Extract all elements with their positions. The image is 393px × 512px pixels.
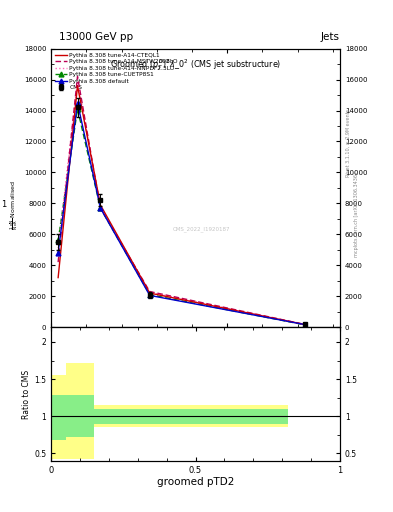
- Pythia 8.308 tune-A14-MSTW2008LO: [56, 259, 61, 265]
- Line: Pythia 8.308 tune-A14-MSTW2008LO: Pythia 8.308 tune-A14-MSTW2008LO: [58, 76, 305, 325]
- Pythia 8.308 default: [56, 250, 61, 256]
- Pythia 8.308 tune-CUETP8S1: [302, 322, 307, 328]
- Pythia 8.308 tune-CUETP8S1: [98, 205, 103, 211]
- Text: $\mathrm{\frac{1}{N}\frac{dN}{d\lambda}}$ Normalised: $\mathrm{\frac{1}{N}\frac{dN}{d\lambda}}…: [8, 180, 20, 230]
- Line: Pythia 8.308 default: Pythia 8.308 default: [56, 100, 307, 327]
- Text: Rivet 3.1.10, ≥ 2.9M events: Rivet 3.1.10, ≥ 2.9M events: [346, 109, 351, 178]
- Pythia 8.308 default: [98, 205, 103, 211]
- Text: mcplots.cern.ch [arXiv:1306.3436]: mcplots.cern.ch [arXiv:1306.3436]: [354, 173, 359, 258]
- Pythia 8.308 tune-CUETP8S1: [56, 238, 61, 244]
- Line: Pythia 8.308 tune-A14-NNPDF2.3LO: Pythia 8.308 tune-A14-NNPDF2.3LO: [58, 81, 305, 325]
- Line: Pythia 8.308 tune-A14-CTEQL1: Pythia 8.308 tune-A14-CTEQL1: [58, 86, 305, 325]
- Pythia 8.308 tune-A14-NNPDF2.3LO: [75, 78, 80, 84]
- Text: 1: 1: [1, 200, 7, 209]
- Pythia 8.308 tune-A14-MSTW2008LO: [98, 205, 103, 211]
- Pythia 8.308 tune-A14-MSTW2008LO: [75, 73, 80, 79]
- Pythia 8.308 tune-A14-CTEQL1: [147, 290, 152, 296]
- Pythia 8.308 tune-A14-CTEQL1: [75, 83, 80, 89]
- Pythia 8.308 tune-A14-NNPDF2.3LO: [147, 289, 152, 295]
- Text: 13000 GeV pp: 13000 GeV pp: [59, 32, 133, 42]
- Pythia 8.308 tune-A14-NNPDF2.3LO: [302, 322, 307, 328]
- Pythia 8.308 tune-CUETP8S1: [75, 106, 80, 112]
- Pythia 8.308 tune-A14-CTEQL1: [98, 202, 103, 208]
- X-axis label: groomed pTD2: groomed pTD2: [157, 477, 234, 487]
- Legend: Pythia 8.308 tune-A14-CTEQL1, Pythia 8.308 tune-A14-MSTW2008LO, Pythia 8.308 tun: Pythia 8.308 tune-A14-CTEQL1, Pythia 8.3…: [54, 52, 179, 91]
- Text: Jets: Jets: [321, 32, 340, 42]
- Text: Groomed $(p_T^D)^2\lambda\_0^2$ (CMS jet substructure): Groomed $(p_T^D)^2\lambda\_0^2$ (CMS jet…: [110, 57, 281, 72]
- Y-axis label: Ratio to CMS: Ratio to CMS: [22, 369, 31, 418]
- Pythia 8.308 tune-A14-MSTW2008LO: [147, 288, 152, 294]
- Pythia 8.308 default: [147, 292, 152, 298]
- Text: CMS_2022_I1920187: CMS_2022_I1920187: [173, 227, 230, 232]
- Pythia 8.308 tune-A14-CTEQL1: [302, 322, 307, 328]
- Pythia 8.308 tune-A14-CTEQL1: [56, 274, 61, 281]
- Pythia 8.308 tune-A14-MSTW2008LO: [302, 322, 307, 328]
- Pythia 8.308 tune-CUETP8S1: [147, 291, 152, 297]
- Line: Pythia 8.308 tune-CUETP8S1: Pythia 8.308 tune-CUETP8S1: [56, 106, 307, 327]
- Pythia 8.308 default: [75, 100, 80, 106]
- Pythia 8.308 default: [302, 322, 307, 328]
- Pythia 8.308 tune-A14-NNPDF2.3LO: [56, 245, 61, 251]
- Pythia 8.308 tune-A14-NNPDF2.3LO: [98, 203, 103, 209]
